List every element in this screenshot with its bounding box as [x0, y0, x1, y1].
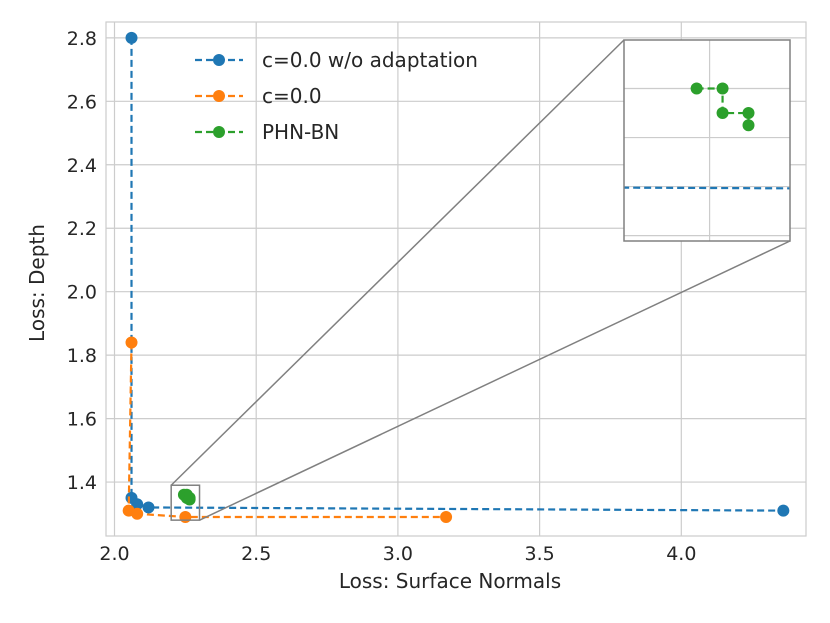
legend: c=0.0 w/o adaptation c=0.0 PHN-BN — [195, 48, 478, 144]
data-point — [716, 82, 729, 95]
zoom-connector — [199, 240, 791, 521]
inset-background — [624, 40, 790, 241]
y-tick-label: 2.0 — [67, 282, 97, 304]
data-point — [131, 498, 144, 511]
plot-frame — [105, 21, 807, 537]
y-tick-label: 2.6 — [67, 91, 97, 113]
data-point — [131, 507, 144, 520]
x-axis-label: Loss: Surface Normals — [339, 569, 561, 593]
legend-entry: PHN-BN — [195, 120, 339, 144]
y-tick-label: 2.2 — [67, 218, 97, 240]
data-point — [440, 510, 453, 523]
zoom-connector — [170, 39, 625, 486]
y-tick-label: 2.8 — [67, 28, 97, 50]
legend-label: PHN-BN — [262, 120, 339, 144]
inset-series — [624, 82, 790, 190]
legend-entry: c=0.0 w/o adaptation — [195, 48, 478, 72]
legend-marker — [213, 126, 225, 138]
y-axis-label: Loss: Depth — [25, 224, 49, 342]
legend-entry: c=0.0 — [195, 84, 322, 108]
data-point — [742, 107, 755, 120]
y-tick-label: 1.6 — [67, 409, 97, 431]
data-point — [690, 82, 703, 95]
data-point — [179, 510, 192, 523]
legend-label: c=0.0 — [262, 84, 322, 108]
inset — [170, 39, 791, 521]
axes: Loss: Surface Normals Loss: Depth 2.0 2.5… — [25, 28, 696, 593]
data-point — [142, 501, 155, 514]
inset-border — [623, 39, 791, 242]
x-tick-label: 3.5 — [524, 543, 554, 565]
data-point — [742, 119, 755, 132]
data-point — [183, 493, 196, 506]
legend-marker — [213, 54, 225, 66]
inset-grid — [624, 40, 790, 241]
data-point — [777, 504, 790, 517]
x-tick-label: 2.0 — [99, 543, 129, 565]
y-tick-label: 1.4 — [67, 472, 97, 494]
x-tick-label: 2.5 — [241, 543, 271, 565]
x-tick-label: 3.0 — [383, 543, 413, 565]
x-tick-label: 4.0 — [666, 543, 696, 565]
y-tick-label: 2.4 — [67, 155, 97, 177]
zoom-region-box — [170, 484, 201, 521]
data-point — [125, 336, 138, 349]
legend-label: c=0.0 w/o adaptation — [262, 48, 478, 72]
series-layer — [122, 31, 790, 523]
y-tick-label: 1.8 — [67, 345, 97, 367]
data-point — [716, 107, 729, 120]
data-point — [125, 31, 138, 44]
legend-marker — [213, 90, 225, 102]
plot-border — [105, 21, 807, 537]
